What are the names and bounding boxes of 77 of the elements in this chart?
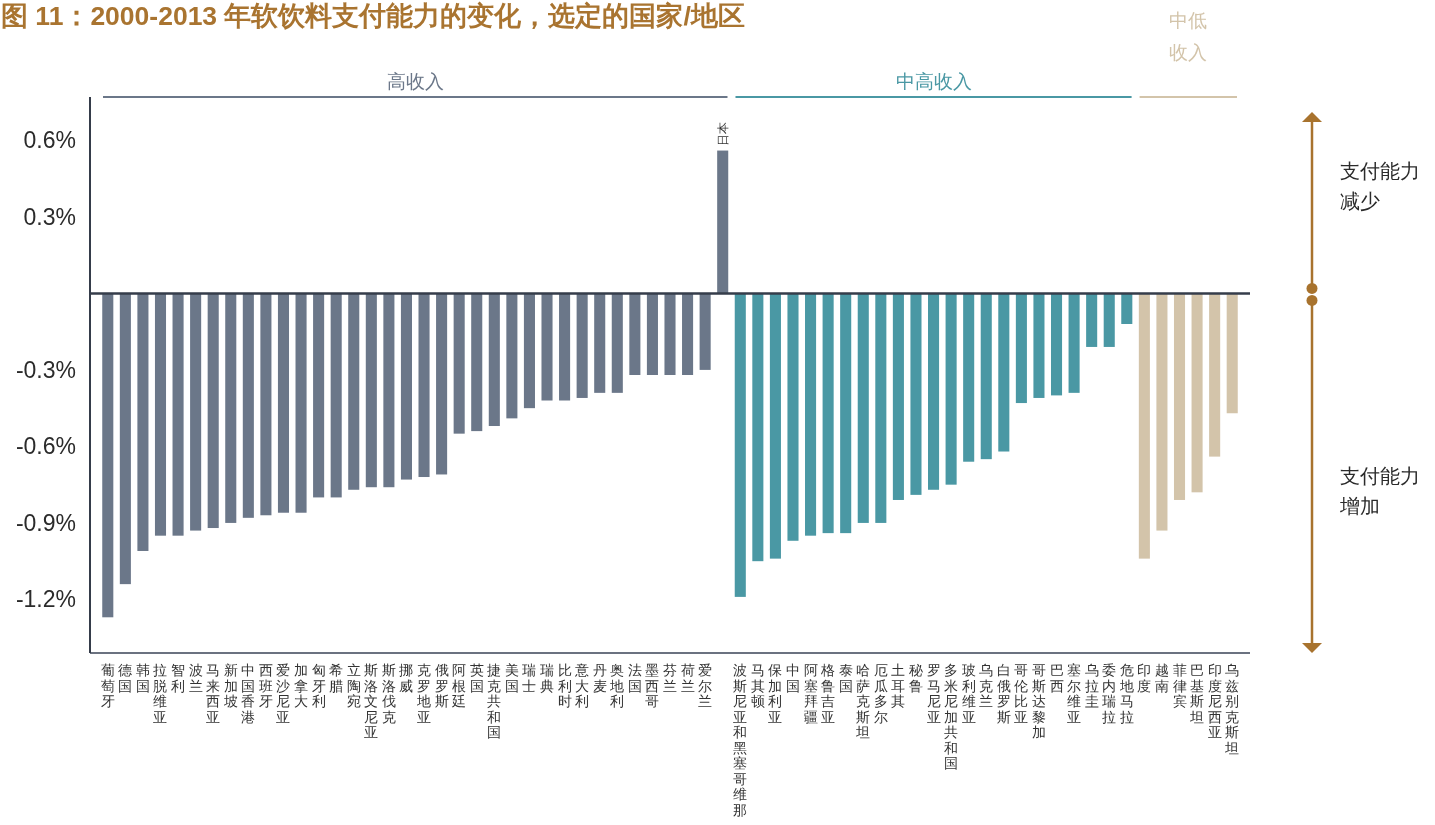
text: 中低收入 xyxy=(1169,10,1208,63)
x-tick-label: 俄罗斯 xyxy=(434,662,449,710)
x-tick-label: 土耳其 xyxy=(891,662,906,710)
x-tick-label: 越南 xyxy=(1154,662,1169,694)
x-tick-label: 乌兹别克斯坦 xyxy=(1224,662,1240,756)
x-tick-label: 多米尼加共和国 xyxy=(944,662,959,772)
x-tick-label: 马其顿 xyxy=(750,662,765,710)
x-tick-label: 乌拉圭 xyxy=(1084,662,1099,710)
x-tick-label: 新加坡 xyxy=(222,662,238,710)
x-tick-label: 日本 xyxy=(715,121,730,146)
x-tick-label: 拉脱维亚 xyxy=(153,662,168,725)
y-tick-label: -0.6% xyxy=(15,433,76,460)
y-tick-label: 0.6% xyxy=(23,127,76,154)
y-tick-label: -0.9% xyxy=(15,509,76,536)
x-tick-label: 哥伦比亚 xyxy=(1014,662,1029,725)
x-tick-label: 英国 xyxy=(469,662,484,694)
x-tick-label: 匈牙利 xyxy=(311,662,326,710)
x-tick-label: 巴基斯坦 xyxy=(1189,662,1205,725)
x-tick-label: 罗马尼亚 xyxy=(926,662,941,725)
x-tick-label: 中国 xyxy=(785,662,800,694)
x-tick-label: 克罗地亚 xyxy=(416,662,432,725)
x-tick-label: 马来西亚 xyxy=(206,662,221,725)
x-tick-label: 哥斯达黎加 xyxy=(1031,662,1046,741)
x-tick-label: 意大利 xyxy=(574,662,590,710)
x-tick-label: 捷克共和国 xyxy=(487,662,502,741)
x-tick-label: 希腊 xyxy=(329,662,344,694)
x-tick-label: 丹麦 xyxy=(592,662,607,694)
x-tick-label: 荷兰 xyxy=(680,662,695,694)
text: 中高收入 xyxy=(895,71,972,92)
y-tick-label: -0.3% xyxy=(15,356,76,383)
x-tick-label: 立陶宛 xyxy=(346,662,361,710)
x-tick-label: 奥地利 xyxy=(609,662,625,710)
x-tick-label: 葡萄牙 xyxy=(100,662,115,710)
x-tick-label: 乌克兰 xyxy=(979,662,994,710)
x-tick-label: 芬兰 xyxy=(663,662,677,694)
x-tick-label: 挪威 xyxy=(399,662,414,694)
x-tick-label: 阿根廷 xyxy=(451,662,467,710)
x-tick-label: 西班牙 xyxy=(258,662,273,710)
x-tick-label: 阿塞拜疆 xyxy=(803,662,818,725)
x-tick-label: 爱沙尼亚 xyxy=(276,662,291,725)
text: 支付能力增加 xyxy=(1339,464,1420,517)
x-tick-label: 格鲁吉亚 xyxy=(820,662,836,725)
x-tick-label: 玻利维亚 xyxy=(961,662,976,725)
x-tick-label: 加拿大 xyxy=(294,662,309,710)
category-label: 波斯尼亚和黑塞哥维那 xyxy=(733,662,748,818)
x-tick-label: 菲律宾 xyxy=(1172,662,1187,710)
x-tick-label: 印度 xyxy=(1137,662,1152,694)
x-tick-label: 印度尼西亚 xyxy=(1207,662,1222,741)
x-tick-label: 德国 xyxy=(118,662,133,694)
x-tick-label: 厄瓜多尔 xyxy=(873,662,888,725)
x-tick-label: 中国香港 xyxy=(241,662,256,725)
x-tick-label: 泰国 xyxy=(838,662,853,694)
chart-title: 图 11：2000-2013 年软饮料支付能力的变化，选定的国家/地区 xyxy=(1,1,745,31)
x-tick-label: 法国 xyxy=(627,662,642,694)
x-tick-label: 韩国 xyxy=(135,662,150,694)
x-tick-label: 白俄罗斯 xyxy=(996,662,1011,725)
x-tick-label: 爱尔兰 xyxy=(698,662,713,710)
x-tick-label: 斯洛伐克 xyxy=(381,662,396,725)
text: 高收入 xyxy=(386,71,444,92)
x-tick-label: 哈萨克斯坦 xyxy=(855,662,871,741)
x-tick-label: 瑞典 xyxy=(540,662,555,694)
x-tick-label: 瑞士 xyxy=(522,662,537,694)
y-tick-label: 0.3% xyxy=(23,203,76,230)
x-tick-label: 墨西哥 xyxy=(645,662,660,710)
x-tick-label: 比利时 xyxy=(557,662,572,710)
x-tick-label: 美国 xyxy=(504,662,519,694)
x-tick-label: 波兰 xyxy=(188,662,203,694)
x-tick-label: 秘鲁 xyxy=(908,662,923,694)
x-tick-label: 塞尔维亚 xyxy=(1067,662,1082,725)
x-tick-label: 危地马拉 xyxy=(1118,662,1134,725)
x-tick-label: 委内瑞拉 xyxy=(1102,662,1117,725)
x-tick-label: 智利 xyxy=(171,662,186,694)
x-tick-label: 斯洛文尼亚 xyxy=(364,662,379,741)
x-tick-label: 巴西 xyxy=(1049,662,1064,694)
y-tick-label: -1.2% xyxy=(15,586,76,613)
text: 支付能力减少 xyxy=(1340,160,1420,213)
x-tick-label: 保加利亚 xyxy=(768,662,783,725)
